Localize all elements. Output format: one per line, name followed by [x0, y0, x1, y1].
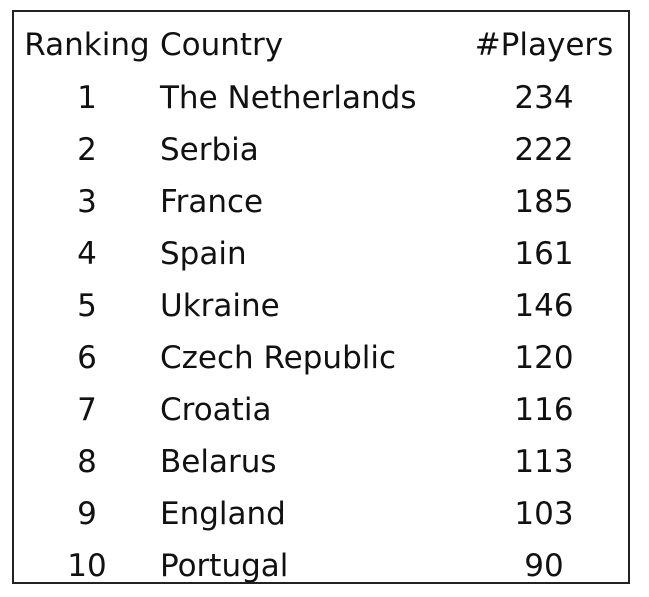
cell-ranking: 8 [77, 444, 97, 480]
cell-ranking: 7 [77, 392, 97, 428]
cell-country: Ukraine [160, 288, 280, 324]
cell-country: Croatia [160, 392, 272, 428]
table-row: 2 Serbia 222 [14, 124, 628, 176]
cell-players: 103 [514, 496, 574, 532]
cell-players: 234 [514, 80, 574, 116]
ranking-table: Ranking Country #Players 1 The Netherland… [14, 18, 628, 592]
cell-ranking: 4 [77, 236, 97, 272]
cell-players: 120 [514, 340, 574, 376]
cell-ranking: 5 [77, 288, 97, 324]
cell-country: The Netherlands [160, 80, 417, 116]
cell-players: 113 [514, 444, 574, 480]
cell-ranking: 2 [77, 132, 97, 168]
cell-country: France [160, 184, 264, 220]
cell-country: England [160, 496, 286, 532]
cell-ranking: 6 [77, 340, 97, 376]
table-row: 6 Czech Republic 120 [14, 332, 628, 384]
cell-players: 161 [514, 236, 574, 272]
cell-country: Serbia [160, 132, 259, 168]
cell-players: 90 [524, 548, 564, 584]
ranking-table-frame: Ranking Country #Players 1 The Netherland… [12, 10, 630, 584]
table-row: 10 Portugal 90 [14, 540, 628, 592]
cell-players: 185 [514, 184, 574, 220]
cell-ranking: 3 [77, 184, 97, 220]
cell-players: 222 [514, 132, 574, 168]
cell-players: 116 [514, 392, 574, 428]
cell-country: Belarus [160, 444, 277, 480]
header-ranking: Ranking [24, 27, 150, 63]
header-players: #Players [474, 27, 614, 63]
cell-ranking: 9 [77, 496, 97, 532]
header-country: Country [160, 27, 284, 63]
cell-country: Czech Republic [160, 340, 397, 376]
table-row: 8 Belarus 113 [14, 436, 628, 488]
cell-players: 146 [514, 288, 574, 324]
table-body: 1 The Netherlands 234 2 Serbia 222 3 France 185 4… [14, 72, 628, 592]
table-row: 7 Croatia 116 [14, 384, 628, 436]
table-row: 9 England 103 [14, 488, 628, 540]
table-row: 5 Ukraine 146 [14, 280, 628, 332]
table-row: 3 France 185 [14, 176, 628, 228]
cell-ranking: 10 [67, 548, 107, 584]
table-row: 4 Spain 161 [14, 228, 628, 280]
table-header-row: Ranking Country #Players [14, 18, 628, 72]
cell-ranking: 1 [77, 80, 97, 116]
cell-country: Portugal [160, 548, 289, 584]
table-row: 1 The Netherlands 234 [14, 72, 628, 124]
cell-country: Spain [160, 236, 247, 272]
